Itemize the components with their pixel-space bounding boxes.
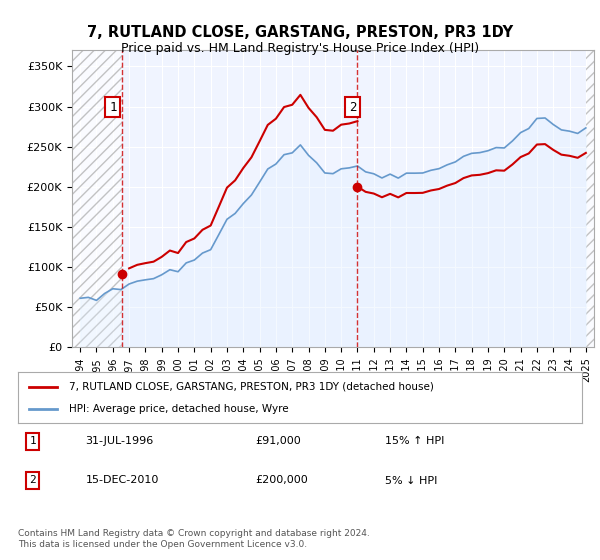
- Text: 15% ↑ HPI: 15% ↑ HPI: [385, 436, 444, 446]
- Text: Contains HM Land Registry data © Crown copyright and database right 2024.
This d: Contains HM Land Registry data © Crown c…: [18, 529, 370, 549]
- Text: 7, RUTLAND CLOSE, GARSTANG, PRESTON, PR3 1DY (detached house): 7, RUTLAND CLOSE, GARSTANG, PRESTON, PR3…: [69, 381, 434, 391]
- Text: £91,000: £91,000: [255, 436, 301, 446]
- Text: 2: 2: [349, 101, 356, 114]
- Text: 1: 1: [29, 436, 36, 446]
- Text: 1: 1: [109, 101, 116, 114]
- Text: £200,000: £200,000: [255, 475, 308, 486]
- Text: Price paid vs. HM Land Registry's House Price Index (HPI): Price paid vs. HM Land Registry's House …: [121, 42, 479, 55]
- Text: 15-DEC-2010: 15-DEC-2010: [86, 475, 159, 486]
- Text: 2: 2: [29, 475, 36, 486]
- Text: HPI: Average price, detached house, Wyre: HPI: Average price, detached house, Wyre: [69, 404, 289, 414]
- Text: 31-JUL-1996: 31-JUL-1996: [86, 436, 154, 446]
- Text: 5% ↓ HPI: 5% ↓ HPI: [385, 475, 437, 486]
- Text: 7, RUTLAND CLOSE, GARSTANG, PRESTON, PR3 1DY: 7, RUTLAND CLOSE, GARSTANG, PRESTON, PR3…: [87, 25, 513, 40]
- Polygon shape: [72, 50, 122, 347]
- Polygon shape: [586, 50, 594, 347]
- Bar: [72, 50, 122, 347]
